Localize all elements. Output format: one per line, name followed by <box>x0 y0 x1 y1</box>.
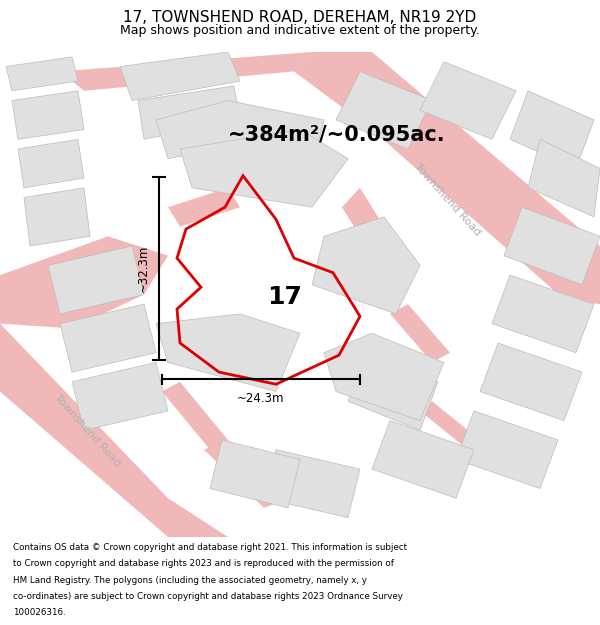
Polygon shape <box>60 52 312 91</box>
Polygon shape <box>492 275 594 352</box>
Text: to Crown copyright and database rights 2023 and is reproduced with the permissio: to Crown copyright and database rights 2… <box>13 559 394 569</box>
Text: 17, TOWNSHEND ROAD, DEREHAM, NR19 2YD: 17, TOWNSHEND ROAD, DEREHAM, NR19 2YD <box>124 11 476 26</box>
Polygon shape <box>294 52 600 304</box>
Polygon shape <box>156 101 324 178</box>
Polygon shape <box>480 343 582 421</box>
Polygon shape <box>138 86 240 139</box>
Polygon shape <box>12 91 84 139</box>
Text: 100026316.: 100026316. <box>13 608 66 618</box>
Polygon shape <box>156 314 300 391</box>
Text: 17: 17 <box>268 285 302 309</box>
Polygon shape <box>0 236 168 329</box>
Polygon shape <box>336 71 432 149</box>
Polygon shape <box>372 421 474 498</box>
Text: co-ordinates) are subject to Crown copyright and database rights 2023 Ordnance S: co-ordinates) are subject to Crown copyr… <box>13 592 403 601</box>
Polygon shape <box>264 450 360 518</box>
Polygon shape <box>48 246 144 314</box>
Polygon shape <box>162 382 228 450</box>
Polygon shape <box>420 62 516 139</box>
Text: ~384m²/~0.095ac.: ~384m²/~0.095ac. <box>228 124 446 144</box>
Text: ~32.3m: ~32.3m <box>137 245 150 292</box>
Polygon shape <box>72 362 168 430</box>
Polygon shape <box>180 129 348 208</box>
Polygon shape <box>528 139 600 217</box>
Polygon shape <box>348 352 438 430</box>
Polygon shape <box>120 52 240 101</box>
Polygon shape <box>324 333 444 421</box>
Polygon shape <box>342 188 390 256</box>
Polygon shape <box>420 401 492 459</box>
Polygon shape <box>24 188 90 246</box>
Polygon shape <box>60 304 156 372</box>
Polygon shape <box>312 217 420 314</box>
Text: HM Land Registry. The polygons (including the associated geometry, namely x, y: HM Land Registry. The polygons (includin… <box>13 576 367 585</box>
Polygon shape <box>168 188 240 227</box>
Polygon shape <box>504 208 600 285</box>
Polygon shape <box>0 275 228 537</box>
Polygon shape <box>18 139 84 188</box>
Text: Townshend Road: Townshend Road <box>52 392 122 468</box>
Text: Contains OS data © Crown copyright and database right 2021. This information is : Contains OS data © Crown copyright and d… <box>13 543 407 552</box>
Polygon shape <box>456 411 558 489</box>
Text: Map shows position and indicative extent of the property.: Map shows position and indicative extent… <box>120 24 480 38</box>
Polygon shape <box>390 304 450 362</box>
Polygon shape <box>6 57 78 91</box>
Polygon shape <box>510 91 594 168</box>
Polygon shape <box>204 440 288 508</box>
Polygon shape <box>210 440 300 508</box>
Text: ~24.3m: ~24.3m <box>237 391 285 404</box>
Text: Townshend Road: Townshend Road <box>412 162 482 238</box>
